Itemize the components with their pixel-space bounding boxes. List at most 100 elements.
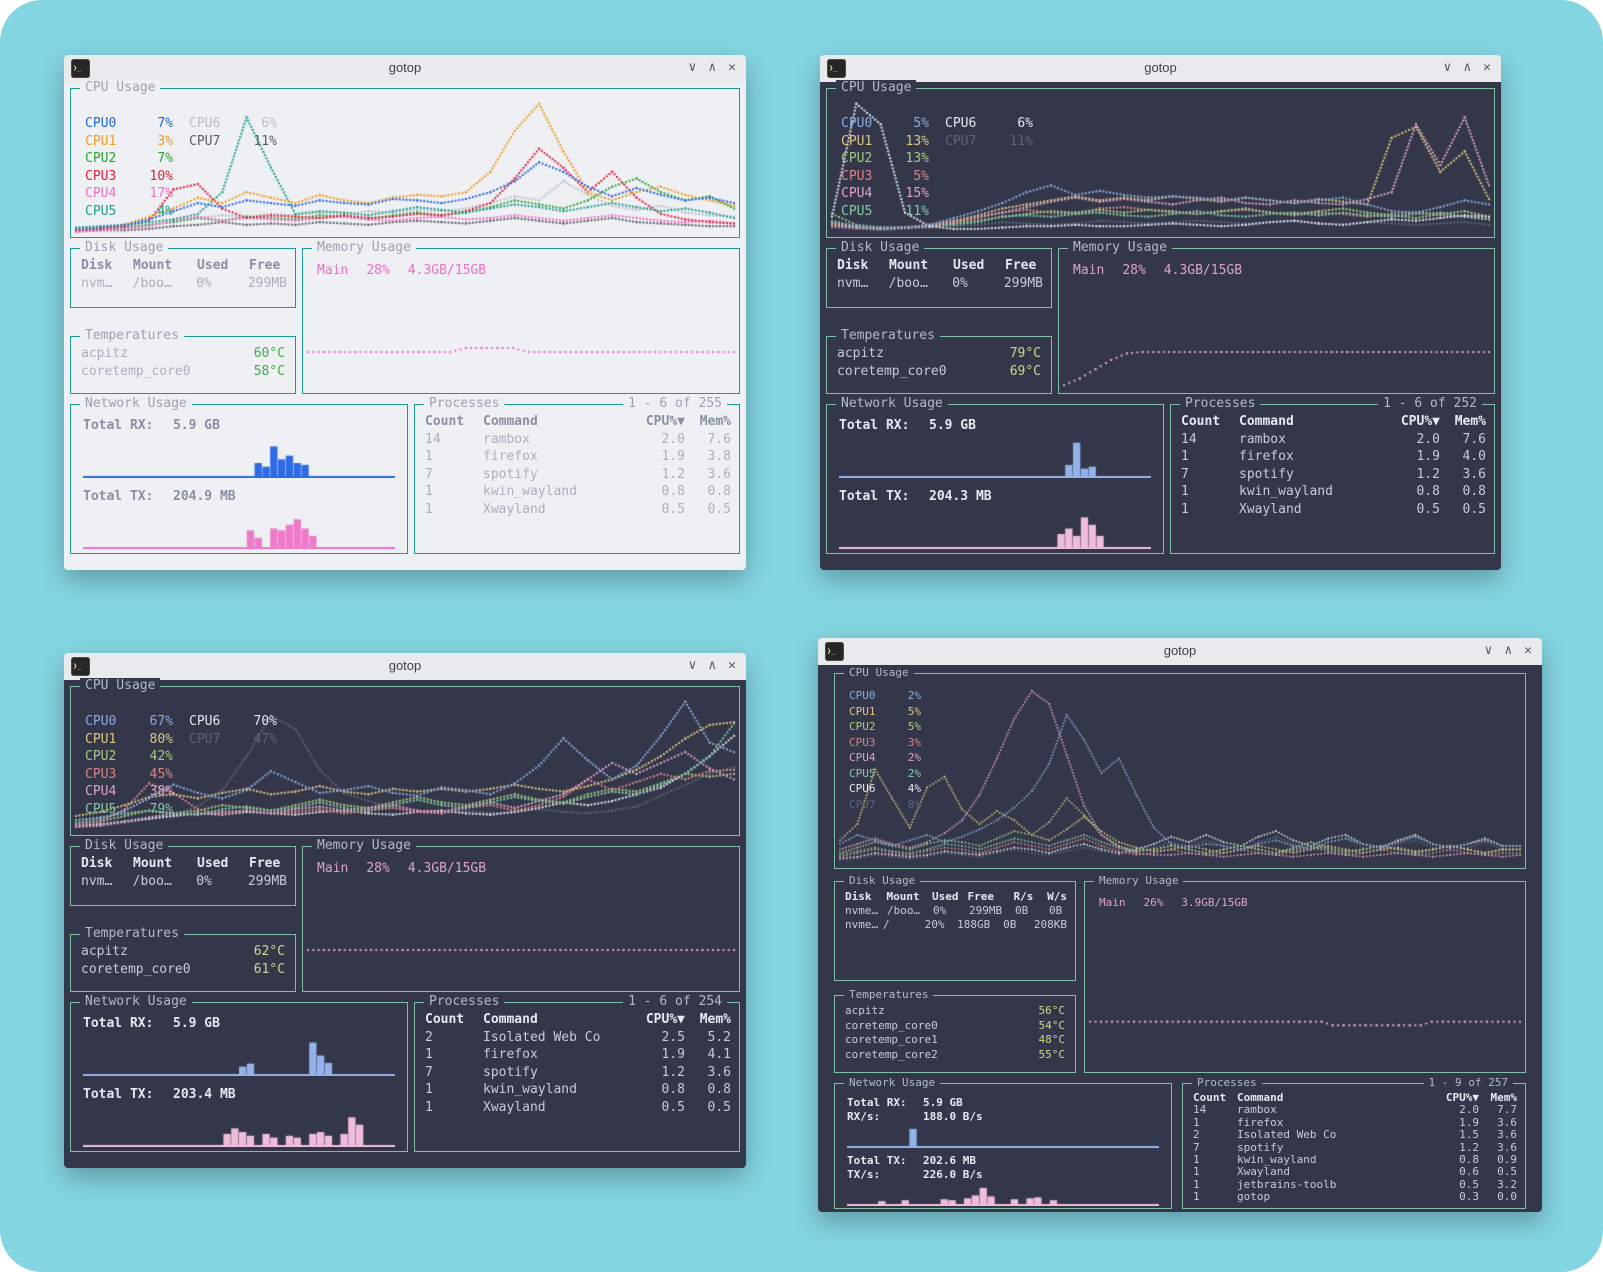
process-row: 14 rambox 2.0 7.6 [1181,431,1486,449]
close-button[interactable]: ✕ [728,60,736,75]
cpu-percent: 5% [907,720,921,733]
cell: 1.2 [1416,466,1440,482]
cpu-legend-item: CPU0 7% [85,115,173,133]
minimize-button[interactable]: ∨ [1443,60,1452,75]
cpu-name: CPU3 [841,168,873,184]
cpu-legend-item: CPU5 2% [849,766,921,782]
rx-rate-label: RX/s: [847,1109,881,1123]
memory-name: Main [1073,263,1105,278]
rx-total-value: 5.9 GB [923,1096,963,1109]
cpu-name: CPU2 [85,151,117,166]
cpu-name: CPU2 [85,749,117,764]
cell: 0% [933,904,947,917]
cpu-name: CPU5 [841,203,873,219]
terminal-icon: ❯_ [825,642,844,661]
cell: 0% [196,873,212,889]
cell: 1 [425,501,433,517]
cpu-legend: CPU0 67% CPU1 80% CPU2 42% CPU3 45% CPU4 38% CPU5 7… [85,713,277,818]
process-table: Count Command CPU%▼ Mem% 2 Isolated Web Co 2.5… [425,1011,731,1116]
minimize-button[interactable]: ∨ [1484,643,1493,658]
cpu-legend-column: CPU0 5% CPU1 13% CPU2 13% CPU3 5% CPU4 15% CPU5 11% [841,115,929,220]
process-table: Count Command CPU%▼ Mem% 14 rambox 2.0 7.6 1 fire… [1181,413,1486,518]
window-titlebar[interactable]: ❯_ gotop ∨ ∧ ✕ [820,55,1501,83]
terminal-content: CPU Usage CPU0 7% CPU1 3% CPU2 7% CPU3 10% CPU4 1… [64,80,746,570]
cell: Count [425,414,465,429]
cell: nvm… [81,275,113,291]
cpu-name: CPU4 [841,186,873,201]
processes-label: Processes [1180,396,1261,411]
temperatures-panel: Temperatures acpitz 56°C coretemp_core0 54°… [834,988,1076,1073]
sensor-name: coretemp_core1 [845,1033,938,1046]
processes-panel: Processes 1 - 6 of 255 Count Command CPU%▼… [414,396,740,554]
memory-usage-graph [304,250,738,392]
cell: Command [483,414,538,429]
terminal-icon: ❯_ [71,59,90,78]
cpu-legend-item: CPU4 38% [85,783,173,801]
cell: 0.8 [661,1082,685,1097]
cpu-usage-graph [836,675,1524,867]
sensor-name: coretemp_core0 [81,961,191,977]
cpu-name: CPU7 [189,133,221,149]
maximize-button[interactable]: ∧ [1504,643,1513,658]
terminal-content: CPU Usage CPU0 67% CPU1 80% CPU2 42% CPU3 45% CP… [64,678,746,1168]
cell: /boo… [887,904,921,917]
minimize-button[interactable]: ∨ [688,60,697,75]
network-rx-graph [83,1036,395,1076]
cpu-legend-item: CPU5 4% [85,203,173,221]
memory-usage-panel: Memory Usage Main 28% 4.3GB/15GB [1058,240,1495,394]
close-button[interactable]: ✕ [1524,643,1532,658]
cpu-percent: 10% [149,168,173,184]
cpu-legend-column: CPU6 70% CPU7 47% [189,713,277,818]
cpu-legend-item: CPU7 8% [849,797,921,813]
terminal-prompt-glyph: ❯_ [73,64,82,72]
window-titlebar[interactable]: ❯_ gotop ∨ ∧ ✕ [64,653,746,681]
cell: 3.6 [707,466,731,482]
maximize-button[interactable]: ∧ [708,658,717,673]
minimize-button[interactable]: ∨ [688,658,697,673]
cpu-legend-column: CPU0 67% CPU1 80% CPU2 42% CPU3 45% CPU4 38% CPU5 7… [85,713,173,818]
cpu-legend-item: CPU0 67% [85,713,173,731]
cpu-legend-item: CPU0 2% [849,688,921,704]
network-rx-graph [847,1126,1159,1148]
cell: 0% [196,275,212,291]
sensor-name: acpitz [81,944,128,959]
terminal-content: CPU Usage CPU0 5% CPU1 13% CPU2 13% CPU3 5% CPU4… [820,80,1501,570]
close-button[interactable]: ✕ [728,658,736,673]
cell: spotify [483,466,538,482]
process-row: 1 firefox 1.9 4.1 [425,1046,731,1064]
window-titlebar[interactable]: ❯_ gotop ∨ ∧ ✕ [818,638,1542,666]
temperature-row: coretemp_core0 61°C [81,961,285,979]
cell: Free [1005,258,1037,273]
maximize-button[interactable]: ∧ [708,60,717,75]
cpu-name: CPU0 [849,689,876,702]
process-table: Count Command CPU%▼ Mem% 14 rambox 2.0 7.7 1 fire… [1193,1091,1517,1204]
window-title: gotop [1144,60,1177,75]
cpu-legend: CPU0 5% CPU1 13% CPU2 13% CPU3 5% CPU4 15% CPU5 11%… [841,115,1033,220]
cpu-legend-item: CPU3 3% [849,735,921,751]
rx-total-label: Total RX: [83,1016,154,1031]
disk-header-row: Disk Mount Used Free [81,257,287,275]
temperature-list: acpitz 60°C coretemp_core0 58°C [81,345,285,380]
close-button[interactable]: ✕ [1483,60,1491,75]
sensor-name: coretemp_core0 [845,1018,938,1032]
cpu-percent: 13% [905,151,929,166]
processes-range: 1 - 9 of 257 [1423,1076,1513,1089]
cell: 0.5 [1462,501,1486,517]
cpu-legend-item: CPU7 47% [189,731,277,749]
window-titlebar[interactable]: ❯_ gotop ∨ ∧ ✕ [64,55,746,83]
network-usage-label: Network Usage [836,396,948,411]
cell: CPU%▼ [645,414,685,429]
cpu-percent: 11% [1009,133,1033,149]
cell: rambox [1237,1103,1277,1117]
process-row: 1 kwin_wayland 0.8 0.8 [425,1081,731,1099]
process-table: Count Command CPU%▼ Mem% 14 rambox 2.0 7.6 1 fire… [425,413,731,518]
cell: firefox [1239,449,1294,464]
cell: 299MB [247,275,287,291]
cpu-legend-column: CPU0 2% CPU1 5% CPU2 5% CPU3 3% CPU4 2% CPU5 2% CPU6… [849,688,921,812]
cell: Disk [845,890,872,903]
processes-label: Processes [1192,1076,1262,1089]
disk-usage-label: Disk Usage [844,874,921,887]
cpu-percent: 5% [913,116,929,131]
tx-total-row: Total TX: 203.4 MB [83,1086,395,1103]
maximize-button[interactable]: ∧ [1463,60,1472,75]
